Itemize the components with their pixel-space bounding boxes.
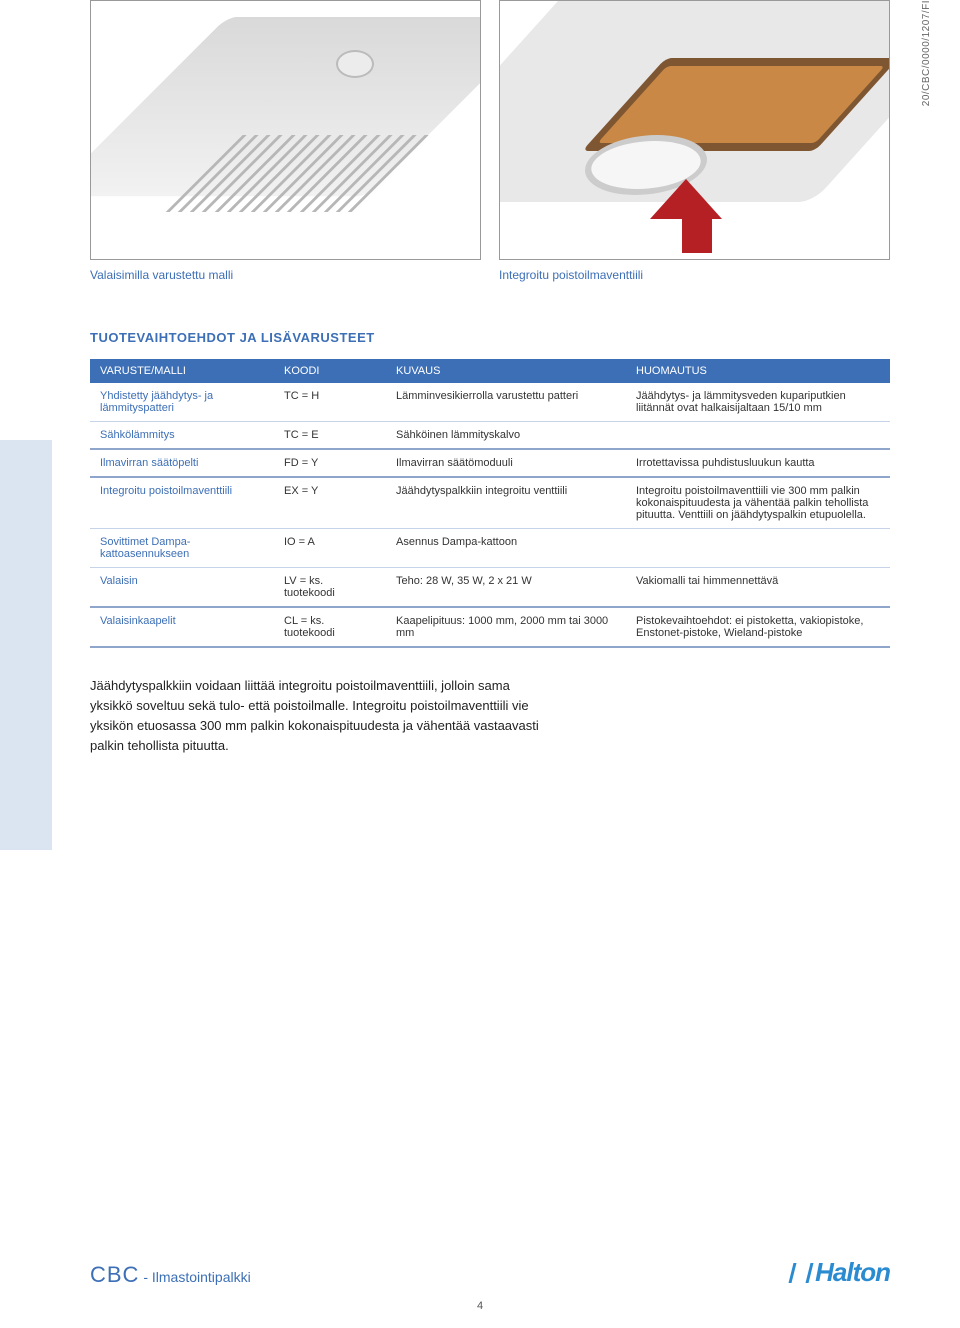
product-code: CBC	[90, 1262, 139, 1287]
cell-item: Sovittimet Dampa-kattoasennukseen	[90, 529, 274, 568]
table-header-row: VARUSTE/MALLI KOODI KUVAUS HUOMAUTUS	[90, 359, 890, 383]
table-row: Integroitu poistoilmaventtiiliEX = YJääh…	[90, 477, 890, 529]
brand-name: Halton	[815, 1257, 890, 1288]
table-row: Yhdistetty jäähdytys- ja lämmityspatteri…	[90, 383, 890, 422]
header-item: VARUSTE/MALLI	[90, 359, 274, 383]
header-code: KOODI	[274, 359, 386, 383]
cell-note: Pistokevaihtoehdot: ei pistoketta, vakio…	[626, 607, 890, 647]
cell-code: EX = Y	[274, 477, 386, 529]
options-table: VARUSTE/MALLI KOODI KUVAUS HUOMAUTUS Yhd…	[90, 359, 890, 648]
header-note: HUOMAUTUS	[626, 359, 890, 383]
table-row: ValaisinLV = ks. tuotekoodiTeho: 28 W, 3…	[90, 568, 890, 608]
cell-note	[626, 422, 890, 450]
page-number: 4	[477, 1300, 483, 1312]
header-desc: KUVAUS	[386, 359, 626, 383]
product-footer: CBC - Ilmastointipalkki	[90, 1262, 251, 1288]
cell-note: Jäähdytys- ja lämmitysveden kupariputkie…	[626, 383, 890, 422]
brand-logo: Halton	[791, 1257, 890, 1288]
cell-item: Valaisinkaapelit	[90, 607, 274, 647]
product-sub: - Ilmastointipalkki	[139, 1269, 250, 1285]
section-title: TUOTEVAIHTOEHDOT JA LISÄVARUSTEET	[90, 330, 890, 345]
cell-desc: Lämminvesikierrolla varustettu patteri	[386, 383, 626, 422]
cell-code: FD = Y	[274, 449, 386, 477]
cell-item: Valaisin	[90, 568, 274, 608]
cell-note: Vakiomalli tai himmennettävä	[626, 568, 890, 608]
cell-desc: Jäähdytyspalkkiin integroitu venttiili	[386, 477, 626, 529]
page-footer: CBC - Ilmastointipalkki Halton	[90, 1257, 890, 1288]
cell-note	[626, 529, 890, 568]
cell-item: Yhdistetty jäähdytys- ja lämmityspatteri	[90, 383, 274, 422]
cell-code: CL = ks. tuotekoodi	[274, 607, 386, 647]
cell-code: LV = ks. tuotekoodi	[274, 568, 386, 608]
brand-mark-icon	[789, 1263, 814, 1283]
caption-row: Valaisimilla varustettu malli Integroitu…	[90, 268, 890, 282]
table-row: ValaisinkaapelitCL = ks. tuotekoodiKaape…	[90, 607, 890, 647]
caption-right: Integroitu poistoilmaventtiili	[499, 268, 890, 282]
illustration-row	[90, 0, 890, 260]
cell-desc: Asennus Dampa-kattoon	[386, 529, 626, 568]
cell-desc: Ilmavirran säätömoduuli	[386, 449, 626, 477]
cell-desc: Teho: 28 W, 35 W, 2 x 21 W	[386, 568, 626, 608]
illustration-left	[90, 0, 481, 260]
cell-code: TC = E	[274, 422, 386, 450]
cell-desc: Kaapelipituus: 1000 mm, 2000 mm tai 3000…	[386, 607, 626, 647]
cell-note: Irrotettavissa puhdistusluukun kautta	[626, 449, 890, 477]
cell-code: TC = H	[274, 383, 386, 422]
table-row: SähkölämmitysTC = ESähköinen lämmityskal…	[90, 422, 890, 450]
body-paragraph: Jäähdytyspalkkiin voidaan liittää integr…	[90, 676, 550, 757]
cell-item: Ilmavirran säätöpelti	[90, 449, 274, 477]
table-row: Sovittimet Dampa-kattoasennukseenIO = AA…	[90, 529, 890, 568]
caption-left: Valaisimilla varustettu malli	[90, 268, 481, 282]
arrow-up-icon	[671, 179, 722, 253]
cell-desc: Sähköinen lämmityskalvo	[386, 422, 626, 450]
cell-note: Integroitu poistoilmaventtiili vie 300 m…	[626, 477, 890, 529]
cell-item: Integroitu poistoilmaventtiili	[90, 477, 274, 529]
cell-code: IO = A	[274, 529, 386, 568]
cell-item: Sähkölämmitys	[90, 422, 274, 450]
illustration-right	[499, 0, 890, 260]
table-row: Ilmavirran säätöpeltiFD = YIlmavirran sä…	[90, 449, 890, 477]
